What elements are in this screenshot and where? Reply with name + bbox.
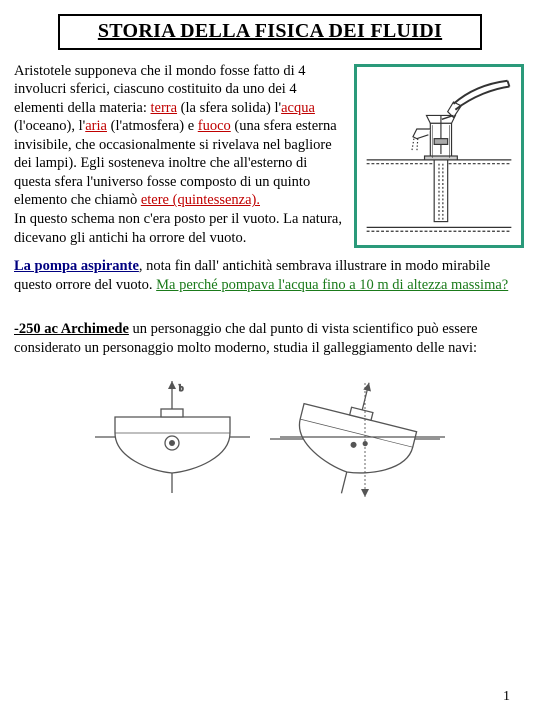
term-fuoco: fuoco xyxy=(198,118,231,134)
term-acqua: acqua xyxy=(281,100,315,116)
text-run: In questo schema non c'era posto per il … xyxy=(14,211,342,246)
text-run: (l'atmosfera) e xyxy=(107,118,198,134)
svg-text:b: b xyxy=(179,383,184,393)
page-number: 1 xyxy=(503,688,510,706)
paragraph-2: La pompa aspirante, nota fin dall' antic… xyxy=(14,257,526,294)
term-terra: terra xyxy=(150,100,177,116)
pump-diagram-svg xyxy=(357,67,521,245)
paragraph-3: -250 ac Archimede un personaggio che dal… xyxy=(14,320,526,357)
question-green: Ma perché pompava l'acqua fino a 10 m di… xyxy=(156,277,508,293)
term-aria: aria xyxy=(85,118,107,134)
figure-pump xyxy=(354,64,524,248)
term-etere: etere (quintessenza). xyxy=(141,192,260,208)
text-run: (la sfera solida) l' xyxy=(177,100,281,116)
figure-ships: b xyxy=(75,367,465,507)
title-heading: STORIA DELLA FISICA DEI FLUIDI xyxy=(58,14,481,50)
term-pompa: La pompa aspirante xyxy=(14,258,139,274)
text-run: (l'oceano), l' xyxy=(14,118,85,134)
body-block-1: Aristotele supponeva che il mondo fosse … xyxy=(12,62,528,299)
title-text: STORIA DELLA FISICA DEI FLUIDI xyxy=(98,20,442,42)
term-archimede: -250 ac Archimede xyxy=(14,321,129,337)
